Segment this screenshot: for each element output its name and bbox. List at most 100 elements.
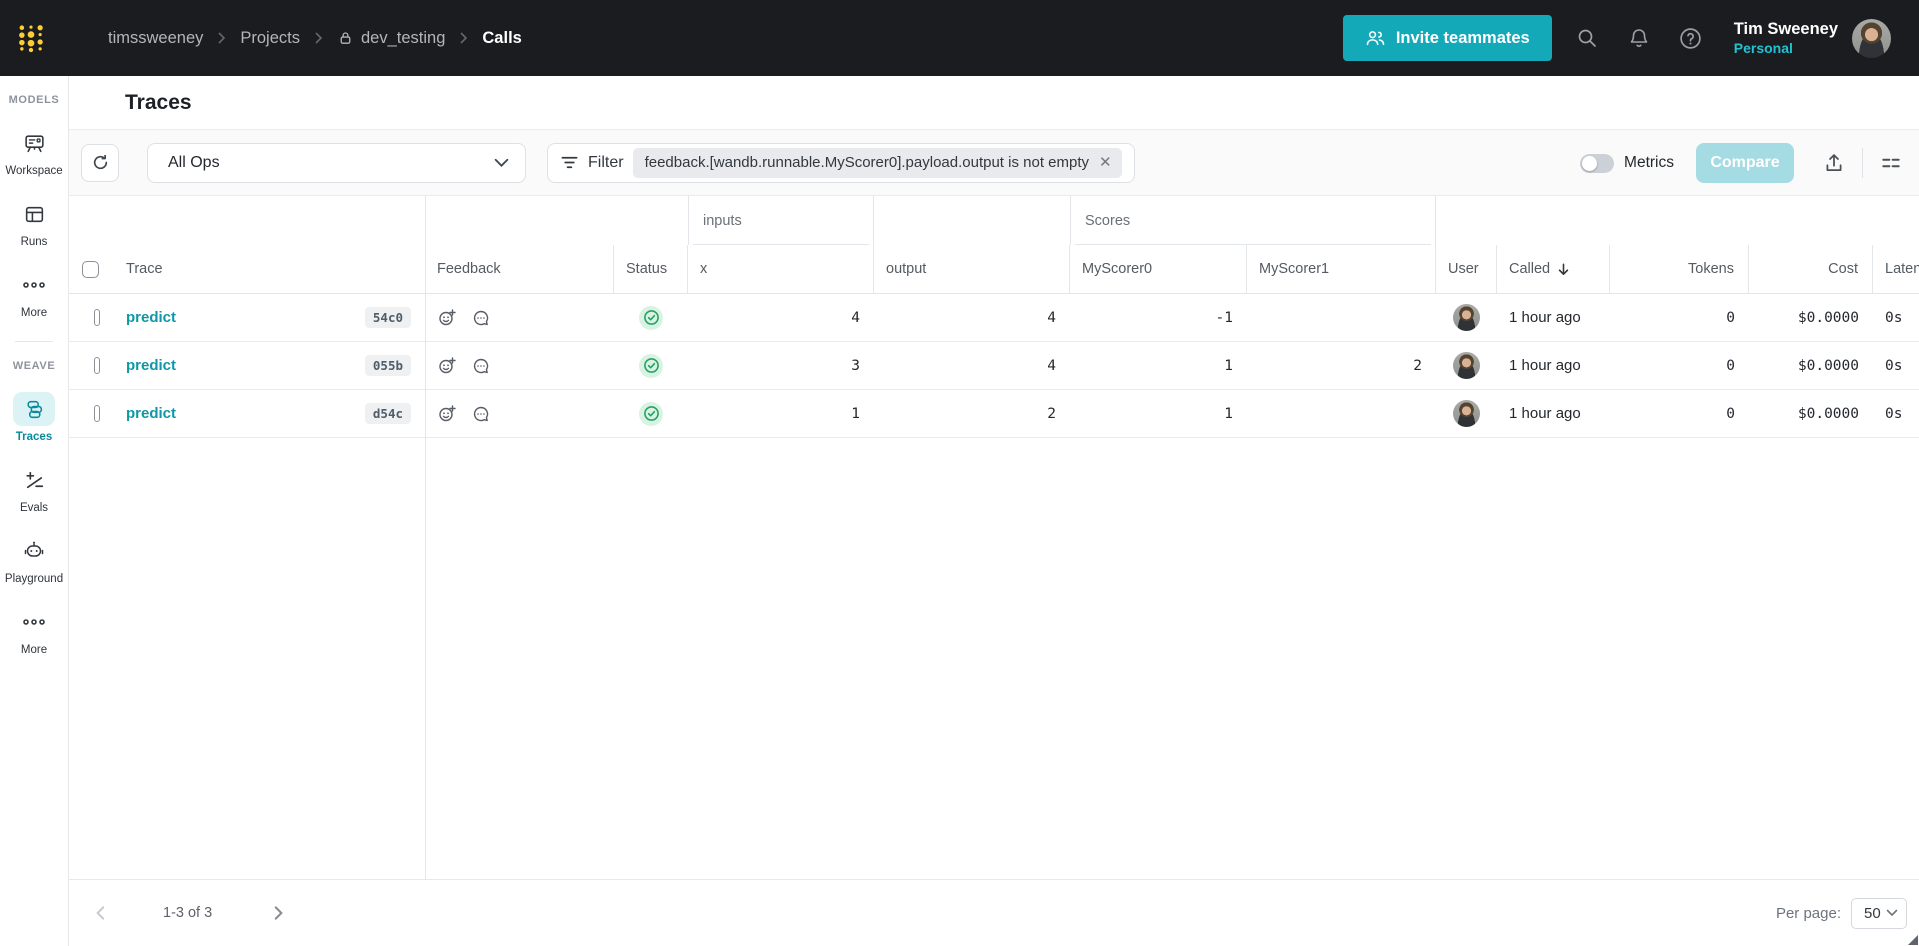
column-header-x[interactable]: x xyxy=(688,245,874,293)
cell-cost: $0.0000 xyxy=(1797,357,1859,374)
playground-robot-icon xyxy=(13,534,55,568)
column-header-output[interactable]: output xyxy=(874,245,1070,293)
user-avatar[interactable] xyxy=(1453,304,1480,331)
breadcrumb-current-page: Calls xyxy=(482,28,522,47)
table-row[interactable]: predict d54c 1 2 1 1 hour ago 0 $0.0000 … xyxy=(69,390,1919,438)
cell-output: 4 xyxy=(1047,309,1056,326)
column-settings-icon[interactable] xyxy=(1879,151,1903,175)
column-header-latency[interactable]: Latency xyxy=(1885,261,1919,277)
export-icon[interactable] xyxy=(1822,151,1846,175)
cell-myscorer0: 1 xyxy=(1224,405,1233,422)
add-reaction-icon[interactable] xyxy=(437,356,457,376)
cell-cost: $0.0000 xyxy=(1797,405,1859,422)
user-name: Tim Sweeney xyxy=(1733,19,1838,38)
comment-icon[interactable] xyxy=(471,308,491,328)
sidebar-item-more-models[interactable]: More xyxy=(2,268,66,319)
traces-icon xyxy=(13,392,55,426)
resize-handle[interactable] xyxy=(1908,935,1918,945)
ops-filter-select[interactable]: All Ops xyxy=(147,142,526,183)
cell-myscorer0: 1 xyxy=(1224,357,1233,374)
notifications-bell-icon[interactable] xyxy=(1626,25,1652,51)
cell-latency: 0s xyxy=(1885,309,1903,326)
chevron-down-icon xyxy=(1886,909,1898,917)
wandb-logo[interactable] xyxy=(0,0,62,76)
sidebar-section-weave: WEAVE xyxy=(12,360,56,372)
column-header-myscorer1[interactable]: MyScorer1 xyxy=(1247,245,1436,293)
call-id-chip[interactable]: d54c xyxy=(364,403,411,424)
search-icon[interactable] xyxy=(1574,25,1600,51)
filter-bar: Filter feedback.[wandb.runnable.MyScorer… xyxy=(547,142,1135,183)
sort-desc-icon[interactable] xyxy=(1556,262,1571,277)
cell-latency: 0s xyxy=(1885,405,1903,422)
column-header-user[interactable]: User xyxy=(1436,245,1497,293)
user-menu[interactable]: Tim Sweeney Personal xyxy=(1734,19,1838,57)
sidebar-item-runs[interactable]: Runs xyxy=(2,197,66,248)
per-page-control: Per page: 50 xyxy=(1776,897,1907,929)
avatar[interactable] xyxy=(1852,18,1891,58)
people-icon xyxy=(1366,30,1385,45)
row-checkbox[interactable] xyxy=(94,405,100,422)
sidebar-item-more-weave[interactable]: More xyxy=(2,605,66,656)
page-title-bar: Traces xyxy=(69,76,1919,130)
filter-chip-close-icon[interactable]: ✕ xyxy=(1099,154,1112,171)
row-checkbox[interactable] xyxy=(94,309,100,326)
left-sidebar: MODELS Workspace Runs More WEAVE Traces … xyxy=(0,76,69,946)
toggle-knob xyxy=(1582,155,1598,171)
filter-chip[interactable]: feedback.[wandb.runnable.MyScorer0].payl… xyxy=(632,147,1122,178)
metrics-toggle[interactable] xyxy=(1580,153,1615,173)
sidebar-item-evals[interactable]: Evals xyxy=(2,463,66,514)
select-all-checkbox[interactable] xyxy=(82,260,99,278)
per-page-select[interactable]: 50 xyxy=(1851,897,1907,929)
column-header-status[interactable]: Status xyxy=(614,245,688,293)
op-link[interactable]: predict xyxy=(126,309,177,326)
comment-icon[interactable] xyxy=(471,356,491,376)
cell-called: 1 hour ago xyxy=(1509,309,1581,326)
table-row[interactable]: predict 54c0 4 4 -1 1 hour ago 0 $0.0000… xyxy=(69,294,1919,342)
filter-chip-text: feedback.[wandb.runnable.MyScorer0].payl… xyxy=(644,154,1089,171)
wandb-dots-icon xyxy=(19,25,43,53)
refresh-icon xyxy=(93,155,107,170)
breadcrumb-entity[interactable]: timssweeney xyxy=(108,28,204,47)
comment-icon[interactable] xyxy=(471,404,491,424)
compare-button[interactable]: Compare xyxy=(1696,143,1794,183)
op-link[interactable]: predict xyxy=(126,405,177,422)
add-reaction-icon[interactable] xyxy=(437,308,457,328)
cell-called: 1 hour ago xyxy=(1509,405,1581,422)
sidebar-item-playground[interactable]: Playground xyxy=(2,534,66,585)
pagination-footer: 1-3 of 3 Per page: 50 xyxy=(69,879,1919,946)
table-row[interactable]: predict 055b 3 4 1 2 1 hour ago 0 $0.000… xyxy=(69,342,1919,390)
breadcrumb-projects[interactable]: Projects xyxy=(240,28,300,47)
call-id-chip[interactable]: 055b xyxy=(364,355,411,376)
prev-page-icon[interactable] xyxy=(87,899,115,927)
more-dots-icon xyxy=(13,268,55,302)
cell-latency: 0s xyxy=(1885,357,1903,374)
sidebar-item-workspace[interactable]: Workspace xyxy=(2,126,66,177)
cell-x: 4 xyxy=(851,309,860,326)
next-page-icon[interactable] xyxy=(264,899,292,927)
column-header-cost[interactable]: Cost xyxy=(1749,245,1873,293)
call-id-chip[interactable]: 54c0 xyxy=(364,307,411,328)
group-header-scores: Scores xyxy=(1070,196,1436,245)
cell-tokens: 0 xyxy=(1726,405,1735,422)
breadcrumb-project[interactable]: dev_testing xyxy=(337,29,445,48)
column-header-myscorer0[interactable]: MyScorer0 xyxy=(1070,245,1247,293)
refresh-button[interactable] xyxy=(81,143,119,182)
help-icon[interactable] xyxy=(1678,25,1704,51)
column-header-feedback[interactable]: Feedback xyxy=(425,245,614,293)
add-reaction-icon[interactable] xyxy=(437,404,457,424)
column-header-called[interactable]: Called xyxy=(1497,245,1610,293)
lock-icon xyxy=(340,32,351,44)
cell-myscorer1: 2 xyxy=(1413,357,1422,374)
user-avatar[interactable] xyxy=(1453,352,1480,379)
column-header-trace[interactable]: Trace xyxy=(126,261,163,277)
row-checkbox[interactable] xyxy=(94,357,100,374)
navbar-actions: Invite teammates Tim Sweeney Personal xyxy=(1342,0,1891,76)
cell-x: 3 xyxy=(851,357,860,374)
sidebar-item-traces[interactable]: Traces xyxy=(2,392,66,443)
invite-teammates-button[interactable]: Invite teammates xyxy=(1342,15,1552,61)
op-link[interactable]: predict xyxy=(126,357,177,374)
runs-icon xyxy=(13,197,55,231)
column-header-tokens[interactable]: Tokens xyxy=(1610,245,1749,293)
chevron-down-icon xyxy=(494,158,509,167)
user-avatar[interactable] xyxy=(1453,400,1480,427)
